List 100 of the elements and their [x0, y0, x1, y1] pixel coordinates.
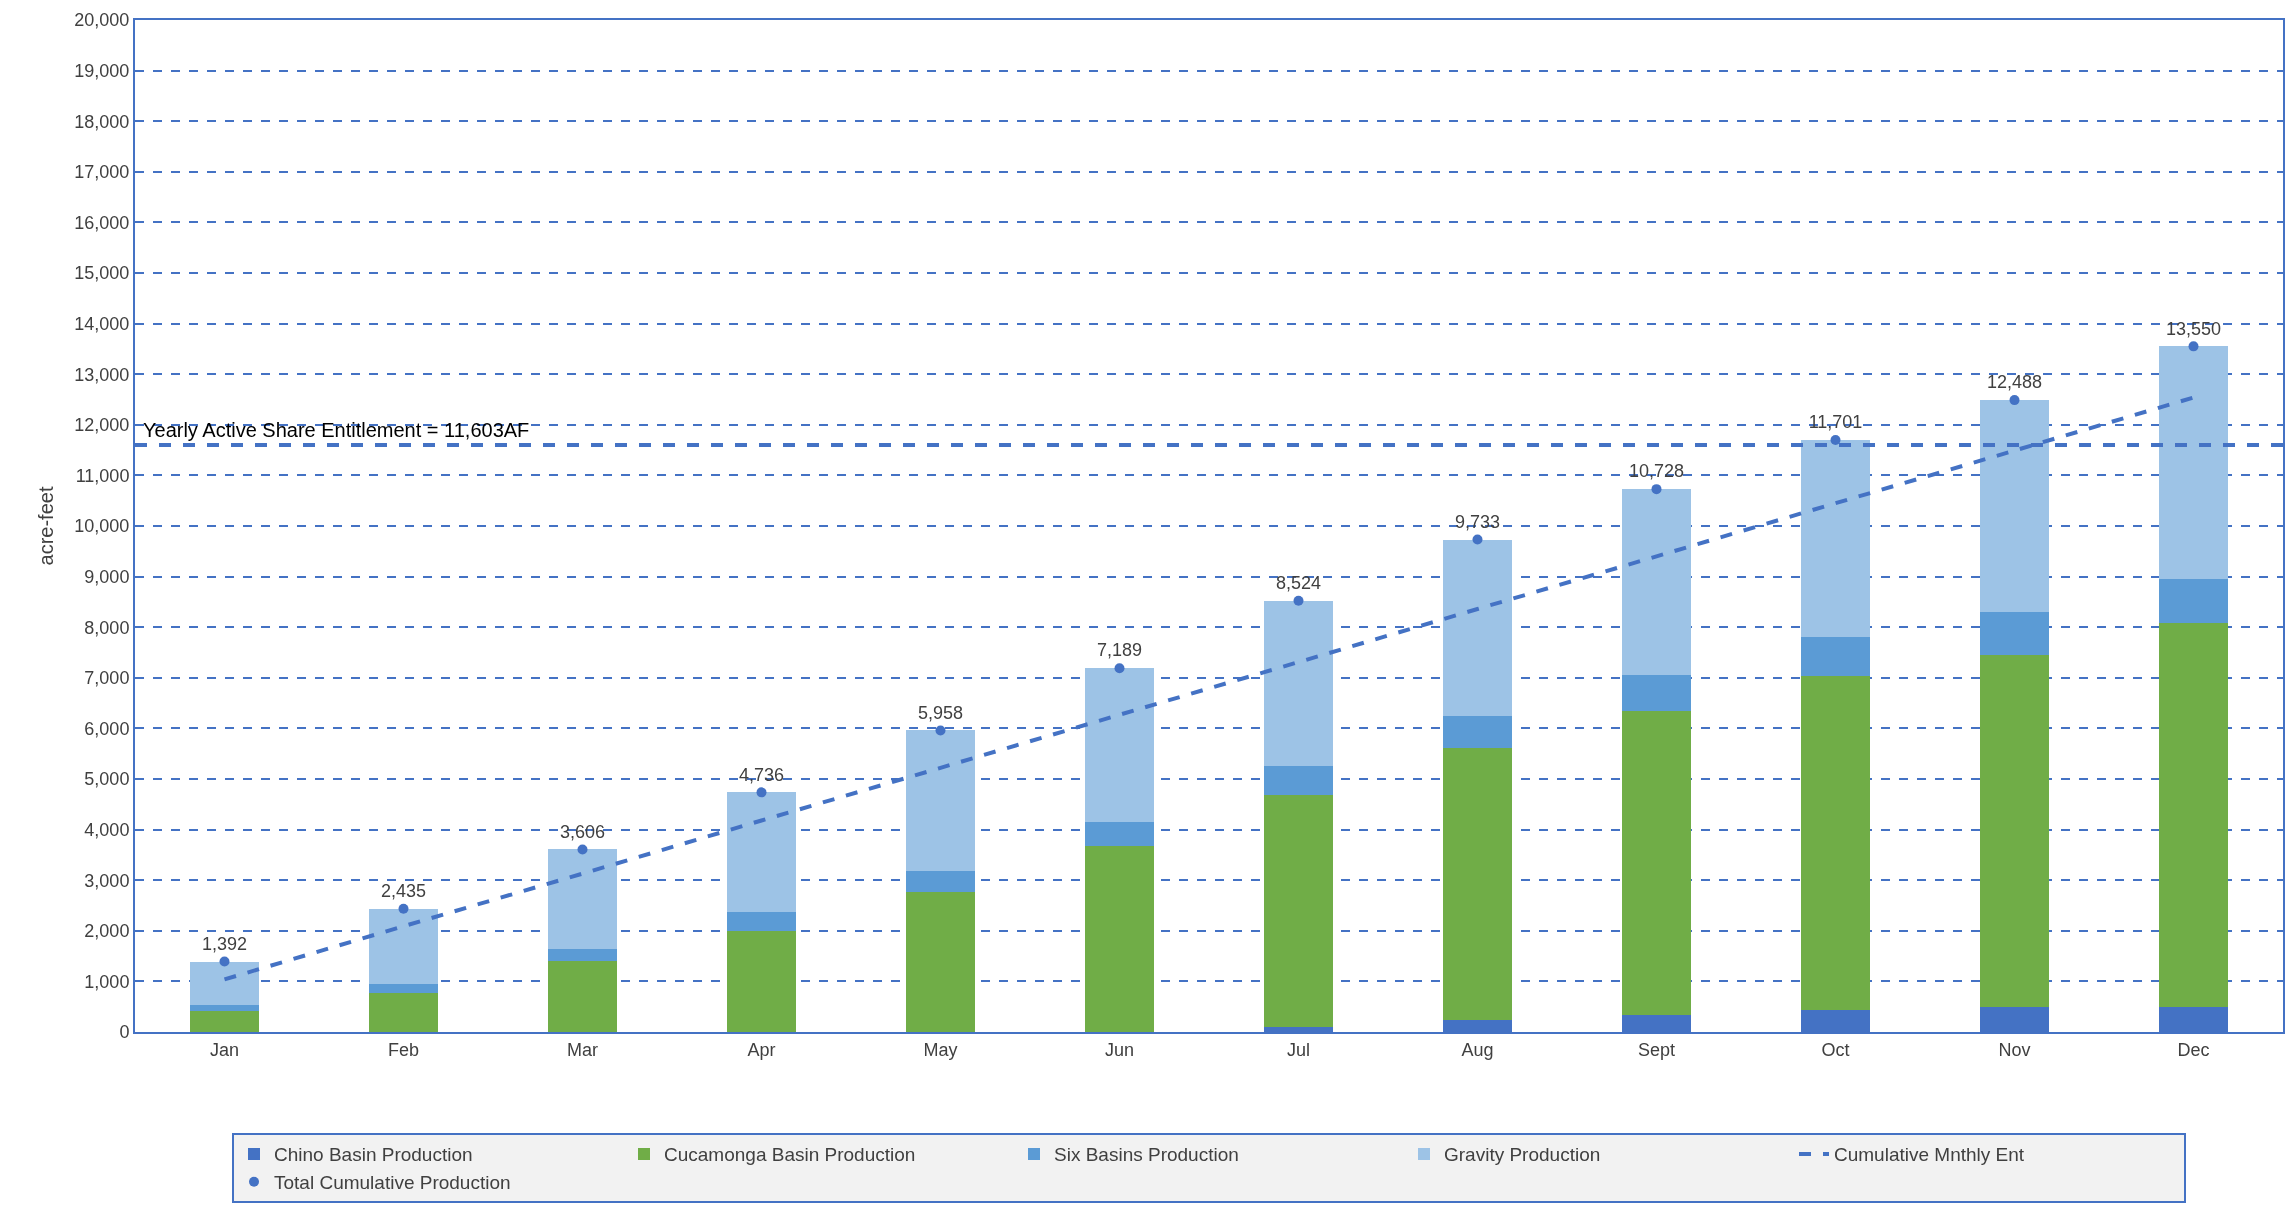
- y-tick-label: 6,000: [84, 718, 130, 739]
- y-tick-label: 19,000: [74, 60, 130, 81]
- x-tick-label: May: [923, 1039, 958, 1060]
- y-tick-label: 18,000: [74, 111, 130, 132]
- point: [1114, 663, 1125, 674]
- y-tick-label: 4,000: [84, 819, 130, 840]
- y-tick-label: 11,000: [75, 465, 130, 486]
- point: [1472, 534, 1483, 545]
- y-tick-label: 5,000: [84, 769, 130, 790]
- x-tick-label: Dec: [2177, 1039, 2210, 1060]
- bar: [190, 961, 259, 1006]
- y-tick-label: 3,000: [84, 870, 130, 891]
- point: [1830, 434, 1841, 445]
- bar: [1264, 600, 1333, 767]
- bar: [1622, 489, 1691, 676]
- y-tick-label: 15,000: [74, 263, 130, 284]
- bar: [1980, 400, 2049, 613]
- y-tick-label: 16,000: [74, 212, 130, 233]
- bar: [1264, 766, 1333, 796]
- data-label: 3,606: [559, 821, 606, 842]
- data-label: 2,435: [380, 881, 427, 902]
- y-tick-label: 7,000: [84, 668, 130, 689]
- data-label: 7,189: [1096, 640, 1143, 661]
- bar: [369, 992, 438, 1032]
- bar: [2159, 623, 2228, 1007]
- bar: [1443, 715, 1512, 748]
- bar: [906, 730, 975, 872]
- y-tick-label: 13,000: [74, 364, 130, 385]
- x-tick-label: Jan: [209, 1039, 240, 1060]
- y-tick-label: 12,000: [74, 415, 130, 436]
- y-tick-label: 8,000: [84, 617, 130, 638]
- legend-label: Six Basins Production: [1054, 1144, 1239, 1166]
- y-axis-title: acre-feet: [35, 486, 58, 566]
- bar: [369, 983, 438, 993]
- bar: [1264, 795, 1333, 1027]
- point: [1651, 484, 1662, 495]
- bar: [1085, 668, 1154, 823]
- data-label: 4,736: [738, 764, 785, 785]
- y-tick-label: 14,000: [74, 313, 130, 334]
- point: [398, 903, 409, 914]
- data-label: 10,728: [1628, 461, 1685, 482]
- bar: [548, 849, 617, 949]
- x-tick-label: Aug: [1461, 1039, 1494, 1060]
- y-tick-label: 0: [119, 1022, 130, 1043]
- point: [1293, 595, 1304, 606]
- data-label: 13,550: [2165, 318, 2222, 339]
- bar: [190, 1005, 259, 1011]
- bar: [1622, 675, 1691, 712]
- data-label: 11,701: [1808, 412, 1863, 433]
- y-tick-label: 1,000: [84, 971, 130, 992]
- bar: [548, 961, 617, 1032]
- y-tick-label: 10,000: [74, 516, 130, 537]
- bar: [1085, 822, 1154, 847]
- bar: [1622, 711, 1691, 1016]
- data-label: 9,733: [1454, 511, 1501, 532]
- y-tick-label: 17,000: [74, 162, 130, 183]
- bar: [190, 1010, 259, 1032]
- point: [2009, 395, 2020, 406]
- x-tick-label: Apr: [747, 1039, 776, 1060]
- point: [2188, 341, 2199, 352]
- legend-label: Total Cumulative Production: [274, 1172, 511, 1194]
- data-label: 12,488: [1986, 372, 2043, 393]
- data-label: 1,392: [201, 933, 248, 954]
- data-label: 5,958: [917, 702, 964, 723]
- bar: [727, 911, 796, 931]
- bar: [906, 892, 975, 1032]
- legend-label: Chino Basin Production: [274, 1144, 473, 1166]
- point: [756, 787, 767, 798]
- legend-label: Cumulative Mnthly Ent: [1834, 1144, 2025, 1166]
- point: [219, 956, 230, 967]
- y-tick-label: 20,000: [74, 10, 130, 31]
- bar: [1085, 846, 1154, 1032]
- bar: [1801, 675, 1870, 1011]
- x-tick-label: Mar: [567, 1039, 598, 1060]
- x-tick-label: Feb: [387, 1039, 420, 1060]
- bar: [1980, 612, 2049, 656]
- point: [577, 844, 588, 855]
- point: [935, 725, 946, 736]
- bar: [369, 908, 438, 984]
- bar: [727, 930, 796, 1032]
- bar: [1443, 539, 1512, 716]
- x-tick-label: Jul: [1286, 1039, 1311, 1060]
- x-tick-label: Sept: [1637, 1039, 1676, 1060]
- ref-line-label: Yearly Active Share Entitlement = 11,603AF: [143, 419, 530, 441]
- bar: [2159, 346, 2228, 580]
- y-tick-label: 9,000: [84, 566, 130, 587]
- y-tick-label: 2,000: [84, 921, 130, 942]
- bar: [2159, 579, 2228, 624]
- x-tick-label: Nov: [1998, 1039, 2031, 1060]
- x-tick-label: Jun: [1104, 1039, 1135, 1060]
- legend-label: Cucamonga Basin Production: [664, 1144, 916, 1166]
- bar: [906, 871, 975, 893]
- bar: [1980, 655, 2049, 1007]
- bar: [1801, 439, 1870, 638]
- x-tick-label: Oct: [1821, 1039, 1850, 1060]
- bar: [727, 792, 796, 912]
- bar: [1443, 747, 1512, 1021]
- data-label: 8,524: [1275, 572, 1322, 593]
- bar: [1801, 637, 1870, 676]
- legend-label: Gravity Production: [1444, 1144, 1601, 1166]
